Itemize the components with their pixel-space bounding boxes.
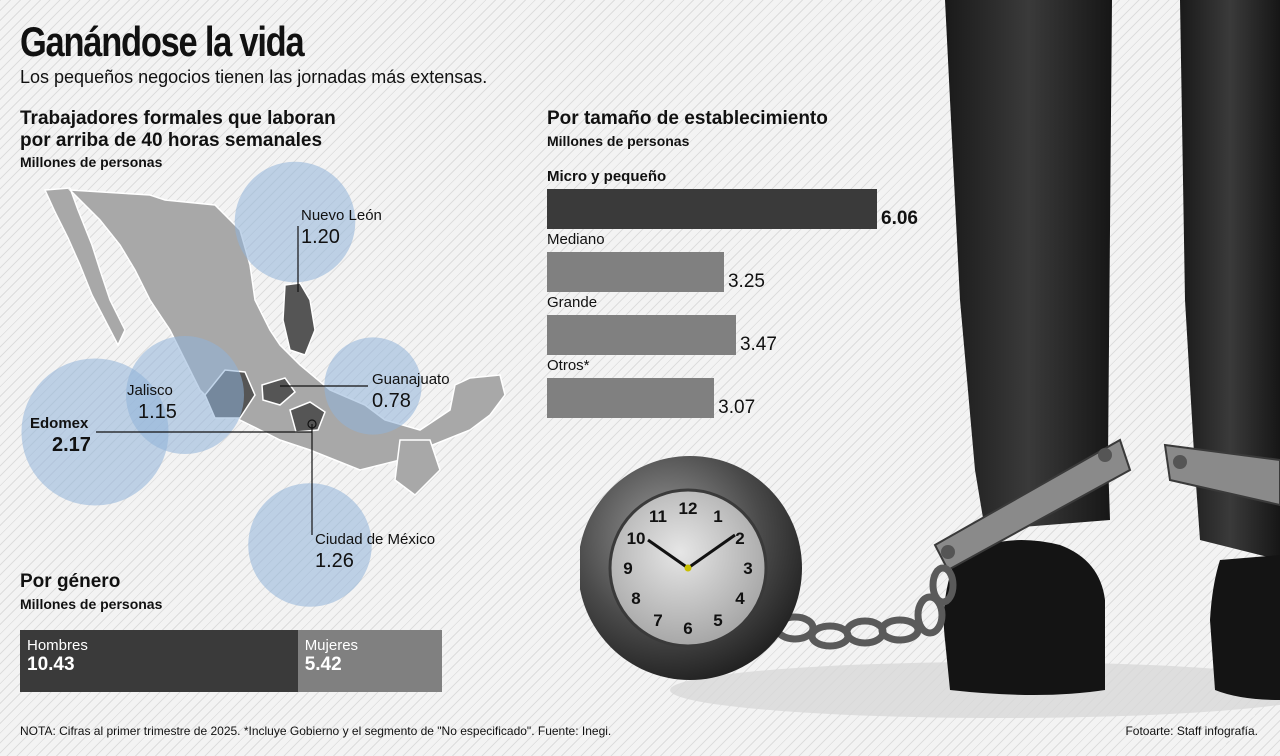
- size-chart-unit: Millones de personas: [547, 133, 690, 149]
- bubble-label-edomex: Edomex: [30, 415, 89, 432]
- gender-chart-unit: Millones de personas: [20, 596, 163, 612]
- size-category-label-otros: Otros*: [547, 357, 590, 374]
- bubble-value-ciudad-de-mexico: 1.26: [315, 550, 354, 572]
- size-bar-mediano: [547, 252, 724, 292]
- map-section-title: Trabajadores formales que laboran por ar…: [20, 108, 336, 152]
- mexico-map: Nuevo León 1.20 Jalisco 1.15 Guanajuato 0.78 E…: [21, 161, 506, 607]
- size-chart-title: Por tamaño de establecimiento: [547, 108, 828, 129]
- gender-bar-hombres: Hombres 10.43: [20, 630, 298, 692]
- bubble-label-nuevo-leon: Nuevo León: [301, 207, 382, 224]
- chain: [773, 564, 957, 650]
- map-title-line2: por arriba de 40 horas semanales: [20, 130, 323, 151]
- map-shape: [43, 187, 506, 496]
- clock-minute-hand: [647, 538, 689, 570]
- bubble-label-ciudad-de-mexico: Ciudad de México: [315, 531, 435, 548]
- map-title-line1: Trabajadores formales que laboran: [20, 108, 336, 129]
- clock-number: 4: [735, 589, 745, 608]
- page-subtitle: Los pequeños negocios tienen las jornada…: [20, 67, 488, 87]
- bubble-value-jalisco: 1.15: [138, 401, 177, 423]
- clock-number: 2: [735, 529, 744, 548]
- bubble-nuevo-leon: [234, 161, 356, 283]
- state-nuevo-leon: [282, 282, 316, 356]
- clock-number: 10: [627, 529, 646, 548]
- clock-number: 9: [623, 559, 632, 578]
- footnote: NOTA: Cifras al primer trimestre de 2025…: [20, 724, 612, 738]
- size-value-label-mediano: 3.25: [727, 271, 765, 292]
- bubble-guanajuato: [324, 337, 422, 435]
- size-value-label-micro-y-pequeno: 6.06: [881, 208, 918, 229]
- size-bar-otros: [547, 378, 715, 418]
- size-bar-grande: [547, 315, 736, 355]
- map-unit: Millones de personas: [20, 154, 163, 170]
- credit: Fotoarte: Staff infografía.: [1125, 724, 1258, 738]
- size-category-label-grande: Grande: [547, 294, 598, 311]
- gender-bar-chart: Hombres 10.43 Mujeres 5.42: [20, 630, 442, 692]
- clock-number: 8: [631, 589, 640, 608]
- gender-label-hombres: Hombres: [27, 637, 88, 654]
- bubble-value-nuevo-leon: 1.20: [301, 226, 340, 248]
- clock-number: 11: [649, 507, 667, 526]
- gender-bar-mujeres: Mujeres 5.42: [297, 630, 442, 692]
- bubble-label-guanajuato: Guanajuato: [372, 371, 450, 388]
- page-title: Ganándose la vida: [20, 18, 305, 65]
- bubble-label-jalisco: Jalisco: [127, 382, 173, 399]
- clock-hour-hand: [687, 533, 736, 570]
- gender-chart-title: Por género: [20, 571, 121, 592]
- state-guanajuato: [261, 377, 297, 406]
- bubble-edomex: [21, 358, 169, 506]
- size-category-label-mediano: Mediano: [547, 231, 605, 248]
- map-bubbles: [21, 161, 422, 607]
- right-leg: [1180, 0, 1280, 560]
- clock-number: 6: [683, 619, 692, 638]
- clock-number: 12: [679, 499, 698, 518]
- left-leg: [945, 0, 1112, 530]
- size-bar-micro-y-pequeno: [547, 189, 877, 229]
- clock-number: 3: [743, 559, 752, 578]
- bubble-value-edomex: 2.17: [52, 434, 91, 456]
- right-shoe: [1210, 555, 1280, 700]
- bubble-ciudad-de-mexico: [248, 483, 372, 607]
- size-value-label-otros: 3.07: [718, 397, 756, 418]
- size-category-label-micro-y-pequeno: Micro y pequeño: [547, 168, 667, 185]
- size-value-label-grande: 3.47: [739, 334, 777, 355]
- leader-lines: [96, 226, 368, 535]
- bubble-value-guanajuato: 0.78: [372, 390, 411, 412]
- left-shackle: [933, 438, 1132, 572]
- map-bubble-labels: Nuevo León 1.20 Jalisco 1.15 Guanajuato 0.78 E…: [30, 207, 450, 572]
- gender-value-hombres: 10.43: [27, 654, 75, 675]
- size-bar-chart: Micro y pequeño 6.06 Mediano 3.25 Grande 3.47…: [547, 168, 967, 428]
- right-shackle: [1163, 443, 1280, 507]
- gender-value-mujeres: 5.42: [304, 654, 342, 675]
- gender-label-mujeres: Mujeres: [304, 637, 359, 654]
- clock-number: 5: [713, 611, 722, 630]
- clock-number: 7: [653, 611, 662, 630]
- left-shoe: [943, 540, 1105, 695]
- clock-number: 1: [713, 507, 722, 526]
